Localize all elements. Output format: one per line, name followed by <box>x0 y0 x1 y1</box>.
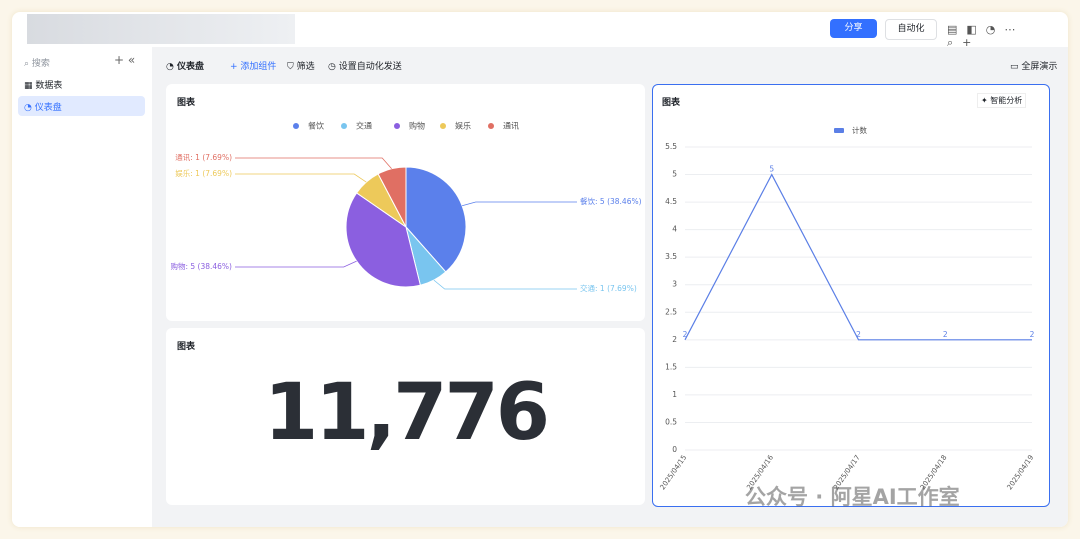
y-tick-label: 3.5 <box>665 252 677 261</box>
leader-line <box>235 157 392 170</box>
y-tick-label: 4 <box>672 225 677 234</box>
data-label: 购物: 5 (38.46%) <box>170 261 232 271</box>
leader-line <box>433 279 577 290</box>
data-label: 娱乐: 1 (7.69%) <box>175 168 232 178</box>
share-label: 分享 <box>844 23 863 33</box>
automation-label: 自动化 <box>897 24 925 34</box>
blurred-title <box>27 14 295 44</box>
line-card[interactable]: 图表 ✦ 智能分析 <box>652 84 1050 507</box>
search[interactable]: ⌕ 搜索 <box>24 59 50 69</box>
nav-label: 仪表盘 <box>34 103 62 113</box>
data-label: 2 <box>856 330 861 339</box>
add-text: 添加组件 <box>240 62 277 72</box>
card-title: 图表 <box>177 342 196 352</box>
y-tick-label: 2.5 <box>665 307 677 316</box>
leader-line <box>461 201 577 207</box>
x-tick-label: 2025/04/19 <box>1006 454 1036 492</box>
x-tick-label: 2025/04/15 <box>659 454 689 492</box>
smart-analysis[interactable]: ✦ 智能分析 <box>977 93 1027 108</box>
data-label: 交通: 1 (7.69%) <box>580 283 637 293</box>
search-label: 搜索 <box>31 59 50 69</box>
legend-label: 通讯 <box>503 121 519 131</box>
y-tick-label: 2 <box>672 335 677 344</box>
legend-swatch <box>341 123 347 129</box>
y-tick-label: 1.5 <box>665 362 677 371</box>
legend-swatch <box>488 123 494 129</box>
add-widget[interactable]: + 添加组件 <box>230 62 277 72</box>
line-series <box>684 173 1032 341</box>
card-title: 图表 <box>662 98 681 108</box>
share-button[interactable]: 分享 <box>830 19 877 38</box>
app-window: 分享 自动化 ▤◧◔⋯ ⌕+ ⌕ 搜索 + « ▦ 数据表 ◔ 仪表盘 ◔ 仪表… <box>12 12 1068 527</box>
pie-slice <box>377 166 407 228</box>
nav-item-active[interactable]: ◔ 仪表盘 <box>18 96 145 116</box>
legend-swatch <box>440 123 446 129</box>
legend-label: 购物 <box>409 121 425 131</box>
number-card: 图表 11,776 <box>166 328 645 505</box>
y-tick-label: 4.5 <box>665 197 677 206</box>
data-label: 2 <box>683 330 688 339</box>
toolbar-icons[interactable]: ▤◧◔⋯ ⌕+ <box>947 23 1025 49</box>
title-text: 仪表盘 <box>177 62 205 72</box>
data-label: 5 <box>769 165 774 174</box>
legend-swatch <box>394 123 400 129</box>
data-label: 2 <box>943 330 948 339</box>
y-tick-label: 1 <box>672 390 677 399</box>
dashboard-title: ◔ 仪表盘 <box>166 62 205 72</box>
data-label: 2 <box>1030 330 1035 339</box>
watermark: 公众号 · 阿星AI工作室 <box>745 485 960 509</box>
legend-label: 娱乐 <box>455 121 471 131</box>
dashboard: ◔ 仪表盘 + 添加组件 ⛉ 筛选 ◷ 设置自动化发送 ▭ 全屏演示 图表 图表… <box>152 47 1068 527</box>
analysis-text: 智能分析 <box>990 96 1023 105</box>
card-title: 图表 <box>177 98 196 108</box>
y-tick-label: 5 <box>672 170 677 179</box>
data-label: 餐饮: 5 (38.46%) <box>580 196 642 206</box>
legend-label: 计数 <box>852 125 867 135</box>
y-tick-label: 0 <box>672 445 677 454</box>
y-tick-label: 5.5 <box>665 142 677 151</box>
nav-label: 数据表 <box>35 81 63 91</box>
fullscreen[interactable]: ▭ 全屏演示 <box>1010 62 1058 72</box>
nav-item[interactable]: ▦ 数据表 <box>24 81 63 91</box>
auto-send[interactable]: ◷ 设置自动化发送 <box>328 62 402 72</box>
sidebar-actions[interactable]: + « <box>114 53 136 67</box>
sidebar: ⌕ 搜索 + « ▦ 数据表 ◔ 仪表盘 <box>12 47 153 527</box>
leader-line <box>235 260 357 268</box>
legend-label: 交通 <box>356 121 372 131</box>
auto-send-text: 设置自动化发送 <box>338 62 402 72</box>
big-number: 11,776 <box>264 368 550 458</box>
data-label: 通讯: 1 (7.69%) <box>175 152 232 162</box>
y-tick-label: 3 <box>672 280 677 289</box>
legend-label: 餐饮 <box>308 121 324 131</box>
pie-slice <box>405 166 467 273</box>
leader-line <box>235 173 367 183</box>
filter-text: 筛选 <box>296 62 315 72</box>
y-tick-label: 0.5 <box>665 417 677 426</box>
legend-swatch <box>834 128 844 133</box>
filter[interactable]: ⛉ 筛选 <box>287 62 315 72</box>
fullscreen-text: 全屏演示 <box>1021 62 1058 72</box>
legend-swatch <box>293 123 299 129</box>
pie-slice <box>345 192 421 288</box>
automation-button[interactable]: 自动化 <box>885 19 937 40</box>
